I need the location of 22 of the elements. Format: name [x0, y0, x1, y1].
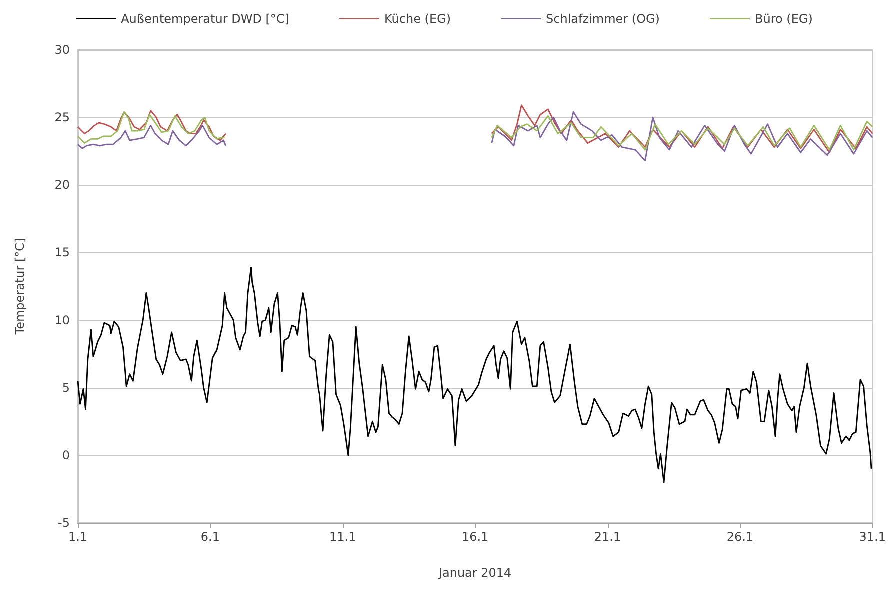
x-tick-label: 31.1: [859, 530, 886, 544]
y-axis-title: Temperatur [°C]: [13, 238, 27, 336]
y-tick-label: 0: [62, 448, 70, 462]
y-tick-label: 15: [54, 246, 70, 260]
x-axis-title: Januar 2014: [438, 566, 512, 580]
legend-label: Schlafzimmer (OG): [546, 12, 660, 26]
y-tick-label: 30: [54, 43, 70, 57]
x-tick-label: 1.1: [68, 530, 88, 544]
y-tick-label: 10: [54, 313, 70, 328]
legend-label: Außentemperatur DWD [°C]: [121, 12, 290, 26]
x-tick-label: 16.1: [462, 530, 489, 544]
line-series: [77, 266, 872, 484]
legend-label: Küche (EG): [384, 12, 452, 26]
x-tick-label: 21.1: [594, 530, 622, 544]
x-tick-label: 11.1: [330, 530, 356, 544]
y-tick-label: 20: [54, 178, 70, 192]
y-tick-label: 5: [62, 380, 70, 395]
y-tick-label: 25: [54, 110, 70, 125]
legend-label: Büro (EG): [754, 12, 813, 26]
x-tick-label: 6.1: [200, 530, 220, 544]
y-tick-label: -5: [58, 516, 70, 530]
x-tick-label: 26.1: [726, 530, 754, 544]
